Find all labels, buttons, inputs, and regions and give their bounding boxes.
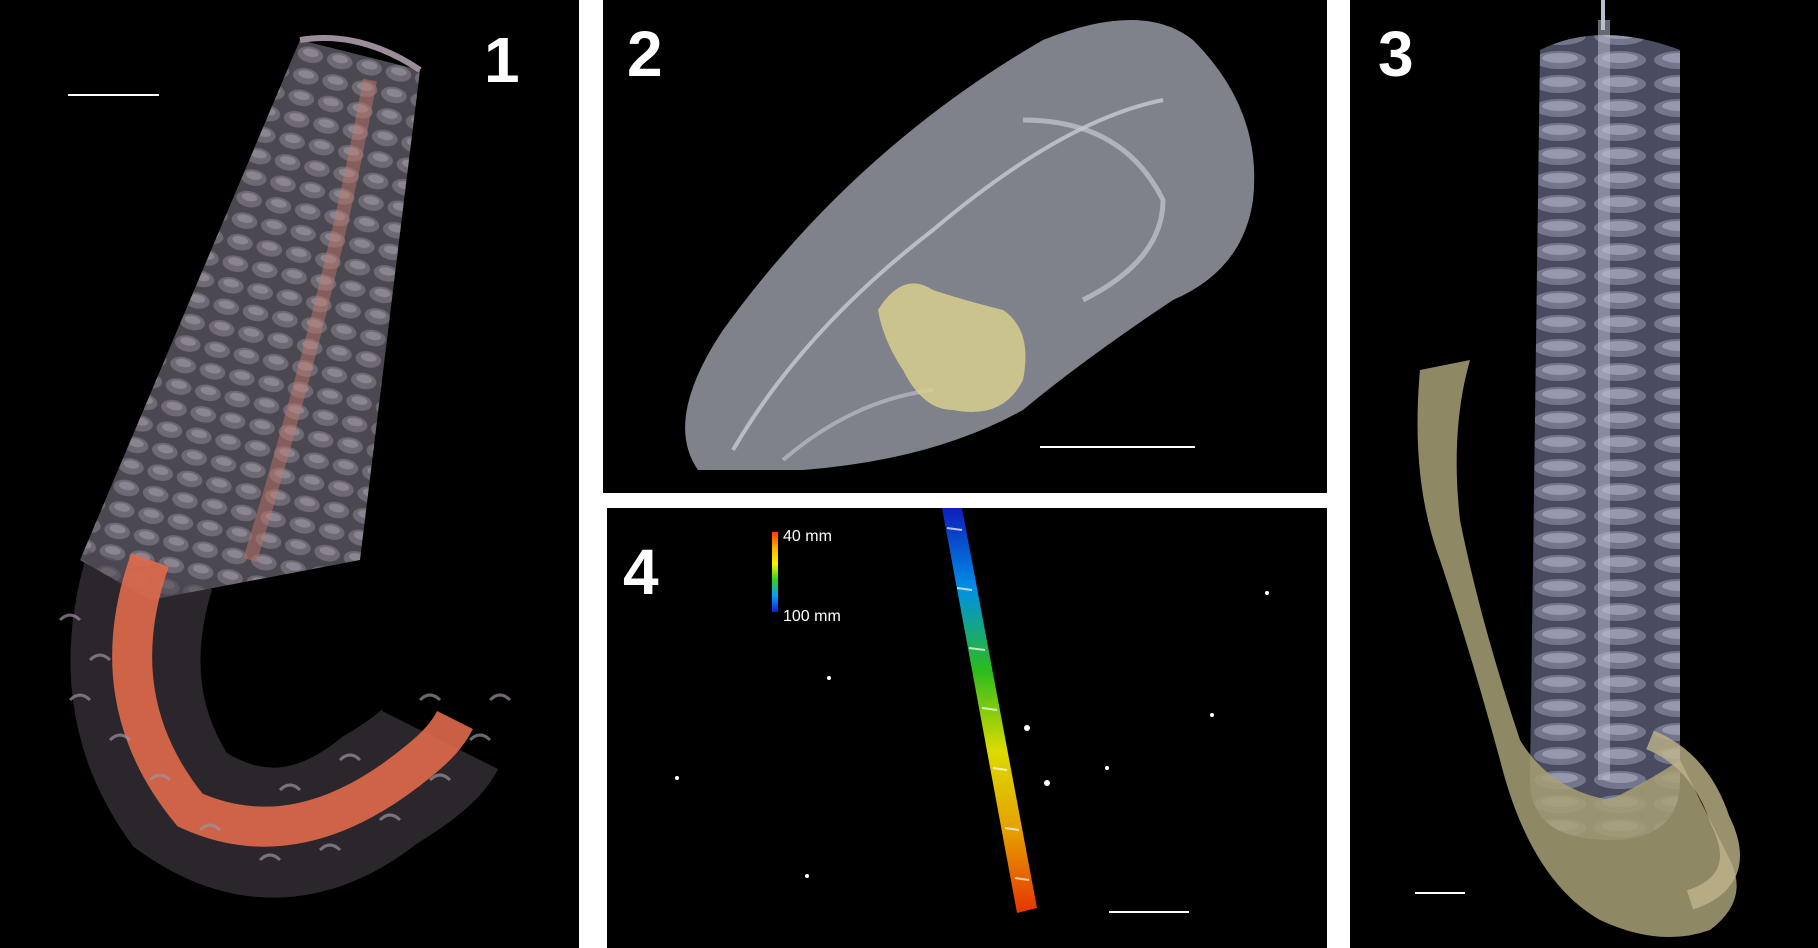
- panel-2: 2: [603, 0, 1327, 493]
- depth-chain-illustration: [675, 508, 1269, 913]
- panel-label-2: 2: [627, 18, 663, 90]
- scale-bar-2: [1040, 446, 1195, 448]
- panel-4: 4 40 mm 100 mm: [607, 508, 1327, 948]
- panel-1: 1: [0, 0, 579, 948]
- worm-3-illustration: [1417, 0, 1740, 938]
- scale-bar-3: [1415, 892, 1465, 894]
- panel-3: 3: [1350, 0, 1818, 948]
- head-illustration: [685, 20, 1255, 470]
- depth-colorbar: [772, 532, 778, 612]
- panel-label-4: 4: [623, 536, 659, 608]
- scale-bar-1: [68, 94, 159, 96]
- colorbar-top-label: 40 mm: [783, 528, 832, 545]
- scale-bar-4: [1109, 911, 1189, 913]
- panel-label-3: 3: [1378, 18, 1414, 90]
- worm-1-illustration: [58, 35, 512, 898]
- colorbar-bottom-label: 100 mm: [783, 608, 841, 625]
- panel-label-1: 1: [484, 24, 520, 96]
